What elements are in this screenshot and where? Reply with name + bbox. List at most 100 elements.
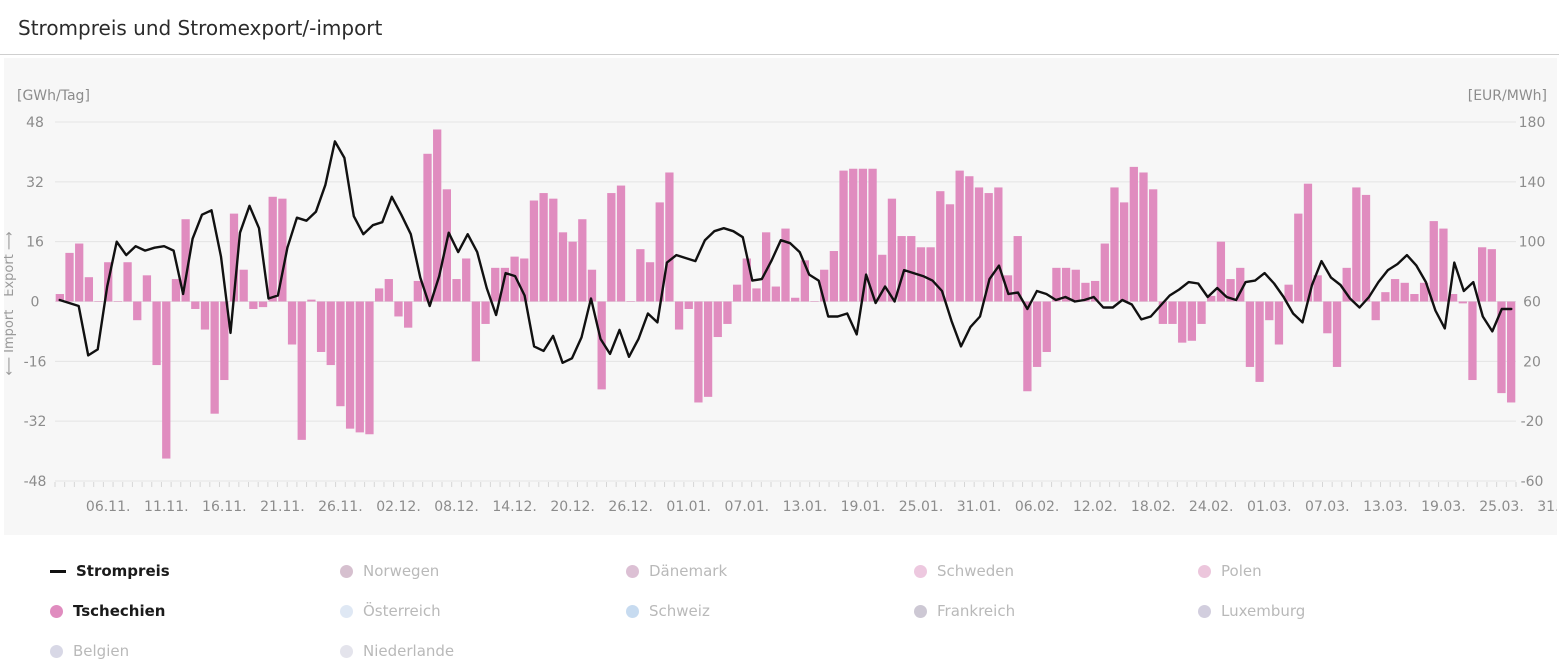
bar [307,299,316,302]
right-axis-unit: [EUR/MWh] [1468,88,1547,104]
legend-item-norwegen[interactable]: Norwegen [340,562,439,580]
bar [839,170,848,302]
left-tick-label: -16 [24,354,47,370]
legend-dot-icon [1198,564,1211,578]
bar [1129,166,1138,302]
bar [1361,194,1371,302]
bar [965,176,974,302]
x-tick-label: 21.11. [260,499,305,515]
legend-label: Strompreis [76,562,170,580]
bar [1187,301,1197,341]
bar [1371,301,1380,321]
bar [945,204,955,302]
bar [471,301,481,362]
bar [549,198,558,302]
bar [674,301,684,330]
legend-item-schweiz[interactable]: Schweiz [626,602,710,620]
bar [1216,241,1226,302]
bar [655,202,664,302]
bar [268,196,277,302]
bar [452,279,461,302]
left-tick-label: 0 [31,295,40,311]
bar [1245,301,1255,367]
bar [162,301,171,459]
legend-item-niederlande[interactable]: Niederlande [340,642,454,660]
legend-item-strompreis[interactable]: Strompreis [50,562,170,580]
legend-item-frankreich[interactable]: Frankreich [914,602,1015,620]
bar [1400,282,1409,302]
legend-dot-icon [626,604,639,618]
bar [1294,213,1303,302]
right-tick-label: -60 [1521,474,1544,490]
x-tick-label: 01.01. [666,499,711,515]
bar [1052,267,1061,302]
bar [974,187,984,302]
bar [220,301,229,381]
bar [316,301,326,352]
bar [829,251,839,302]
legend-item-tschechien[interactable]: Tschechien [50,602,165,620]
bar [636,249,645,302]
bar [1303,183,1313,302]
legend-dot-icon [50,644,63,658]
legend-dot-icon [1198,604,1211,618]
bar [287,301,297,345]
x-tick-label: 12.02. [1073,499,1118,515]
bar [1313,275,1322,302]
bar [113,301,123,302]
bar [578,219,587,302]
legend-label: Polen [1221,562,1262,580]
bar [1226,279,1235,302]
bar [1429,221,1438,302]
bar [1255,301,1264,382]
legend-item-belgien[interactable]: Belgien [50,642,129,660]
legend-dot-icon [340,604,353,618]
bar [210,301,219,414]
legend-dot-icon [914,564,927,578]
right-tick-label: 180 [1519,115,1546,131]
bar [713,301,722,338]
legend-item-luxemburg[interactable]: Luxemburg [1198,602,1305,620]
legend-dot-icon [340,564,353,578]
bar [249,301,258,309]
right-tick-label: 140 [1519,175,1546,191]
bar [887,198,897,302]
title-divider [0,54,1559,55]
bar [1149,189,1158,302]
bar [491,267,500,302]
bar [94,301,103,302]
bar [365,301,374,435]
bar [1478,247,1487,302]
left-tick-label: 16 [26,235,44,251]
bar [820,269,829,302]
left-axis-unit: [GWh/Tag] [17,88,90,104]
legend-item-dänemark[interactable]: Dänemark [626,562,727,580]
bar [645,262,655,302]
bar [171,279,181,302]
bar [694,301,703,403]
legend-item-österreich[interactable]: Österreich [340,602,441,620]
right-tick-label: 60 [1523,295,1541,311]
bar [1458,301,1467,304]
x-tick-label: 19.01. [841,499,886,515]
bar [1265,301,1274,321]
bar [1120,202,1129,302]
legend-item-schweden[interactable]: Schweden [914,562,1014,580]
chart-area: 48 32 16 0 -16 -32 -48 180 140 100 60 20 -20 -60 [GWh/… [4,58,1557,535]
bar [878,254,887,302]
legend-dot-icon [340,644,353,658]
bar [1013,236,1022,302]
legend-item-polen[interactable]: Polen [1198,562,1262,580]
bar [1139,172,1148,302]
bar [742,258,751,302]
bar [481,301,490,324]
bar [1168,301,1177,324]
bar [529,200,539,302]
left-tick-label: 32 [26,175,44,191]
bar [597,301,606,390]
bar [413,280,422,302]
bar [1090,280,1100,302]
legend-label: Luxemburg [1221,602,1306,620]
export-axis-label: Export ⟶ [4,231,17,296]
bar [75,243,84,302]
